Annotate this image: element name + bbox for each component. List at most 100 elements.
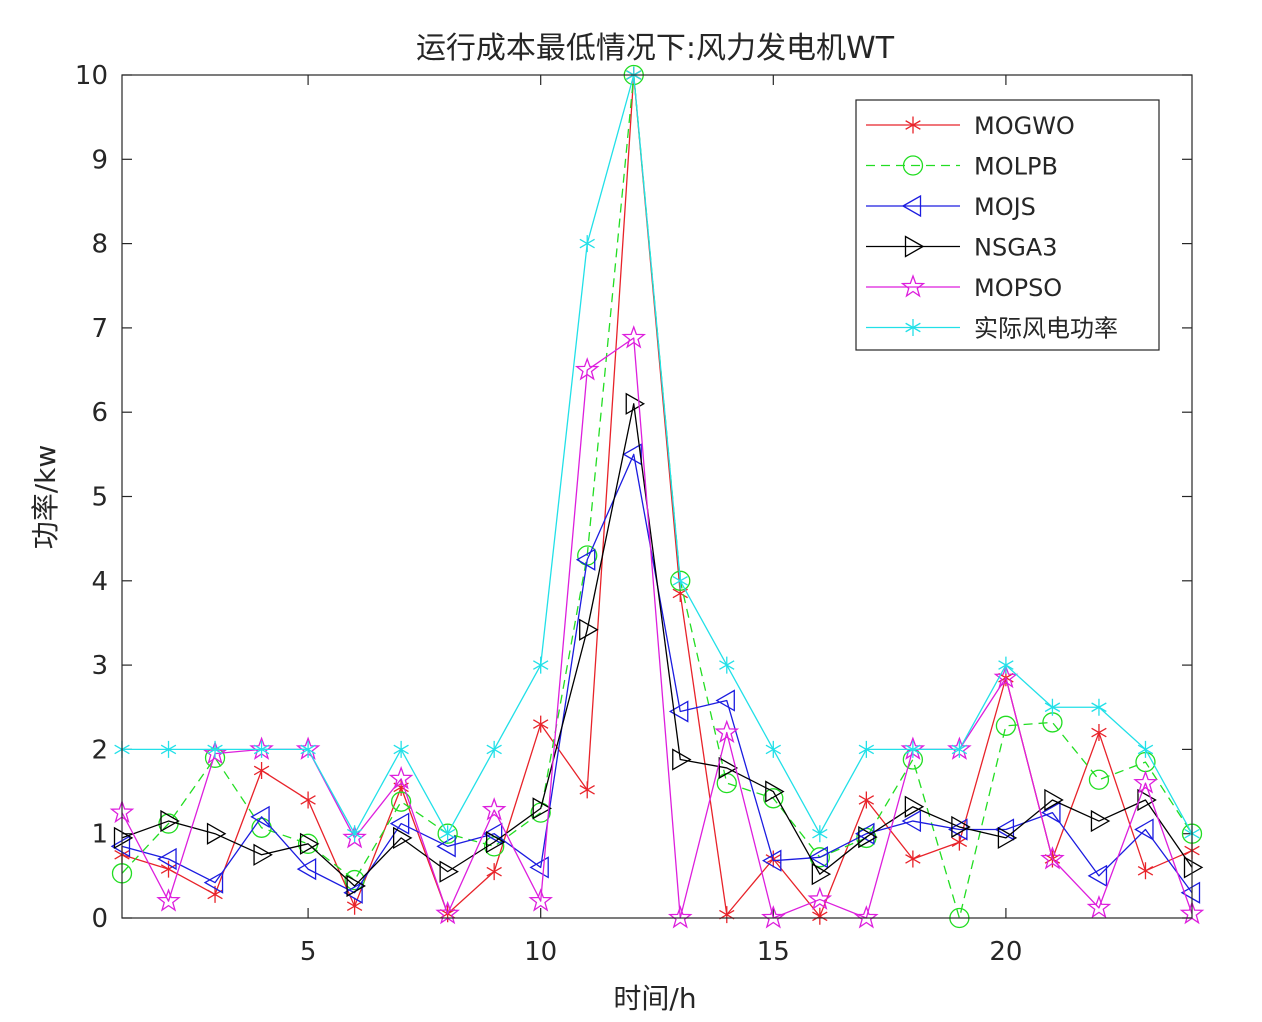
x-tick-label: 15 — [757, 937, 790, 967]
y-tick-label: 3 — [91, 651, 108, 681]
data-point — [1133, 770, 1158, 794]
data-point — [1090, 809, 1111, 833]
data-point — [160, 860, 177, 878]
y-tick-label: 1 — [91, 820, 108, 850]
data-point — [1088, 769, 1110, 790]
data-point — [439, 825, 456, 843]
data-point — [715, 689, 735, 712]
data-point — [300, 740, 316, 758]
data-point — [1044, 788, 1064, 812]
data-point — [1087, 864, 1108, 887]
chart-title: 运行成本最低情况下:风力发电机WT — [416, 31, 895, 66]
data-point — [253, 740, 270, 758]
data-point — [951, 815, 971, 839]
data-point — [250, 805, 270, 828]
data-point — [299, 832, 320, 855]
data-point — [1183, 856, 1204, 879]
data-point — [807, 886, 833, 910]
data-point — [344, 869, 365, 891]
y-tick-label: 5 — [91, 483, 108, 513]
legend: MOGWO MOLPB MOJS NSGA3 MOPSO 实际风电功率 — [855, 99, 1160, 351]
data-point — [253, 761, 270, 779]
legend-marker — [900, 274, 926, 298]
legend-marker — [905, 116, 921, 134]
legend-entry: MOJS — [866, 193, 1036, 221]
series-6 — [114, 66, 1200, 843]
data-point — [858, 825, 878, 849]
data-point — [811, 863, 832, 886]
data-point — [765, 780, 785, 803]
legend-box — [855, 99, 1160, 351]
data-point — [621, 325, 647, 349]
data-point — [998, 656, 1014, 674]
y-tick-label: 2 — [91, 735, 108, 765]
data-point — [390, 791, 412, 812]
data-point — [854, 905, 879, 929]
data-point — [995, 715, 1017, 736]
data-point — [393, 740, 409, 758]
y-tick-label: 0 — [91, 904, 108, 934]
data-point — [718, 756, 739, 780]
data-point — [481, 797, 507, 821]
data-point — [714, 719, 740, 743]
y-tick-label: 10 — [75, 61, 108, 91]
x-tick-label: 10 — [524, 937, 557, 967]
data-point — [300, 791, 316, 809]
legend-entry: MOPSO — [866, 274, 1062, 302]
legend-entry: 实际风电功率 — [866, 315, 1118, 343]
data-point — [765, 740, 781, 758]
data-point — [160, 740, 177, 758]
data-point — [202, 740, 228, 765]
data-point — [668, 700, 689, 723]
plot-border — [121, 74, 1193, 919]
data-point — [533, 656, 549, 674]
data-point — [486, 863, 502, 881]
data-point — [157, 847, 177, 871]
y-tick-label: 4 — [91, 567, 108, 597]
legend-label: NSGA3 — [974, 234, 1057, 262]
data-point — [160, 809, 180, 833]
x-tick-label: 20 — [989, 937, 1022, 967]
legend-marker — [904, 235, 925, 258]
data-point — [575, 548, 596, 571]
data-point — [113, 826, 134, 850]
legend-label: MOJS — [974, 193, 1036, 221]
data-point — [667, 905, 693, 929]
data-point — [207, 740, 223, 758]
data-point — [761, 849, 782, 872]
legend-entry: NSGA3 — [866, 234, 1057, 262]
data-point — [1091, 698, 1107, 716]
data-point — [156, 888, 181, 912]
axis-ticks: 5 10 15 20 0 1 2 3 4 5 6 7 8 9 10 — [75, 61, 1192, 967]
series-4 — [113, 392, 1204, 898]
data-point — [994, 818, 1015, 841]
data-point — [203, 871, 224, 894]
legend-marker — [901, 194, 922, 218]
x-tick-label: 5 — [300, 937, 317, 967]
data-point — [672, 748, 692, 771]
data-point — [1040, 846, 1065, 870]
series-line — [122, 74, 1193, 835]
data-point — [206, 822, 227, 845]
y-axis-label: 功率/kw — [29, 445, 62, 550]
data-point — [1044, 698, 1061, 716]
data-point — [1180, 881, 1201, 904]
legend-entry: MOLPB — [866, 153, 1058, 181]
data-point — [574, 357, 600, 381]
data-point — [905, 850, 921, 868]
data-point — [437, 823, 458, 844]
data-point — [346, 874, 366, 898]
data-point — [579, 781, 595, 799]
data-point — [858, 740, 875, 758]
data-point — [388, 765, 414, 790]
data-point — [1137, 862, 1154, 880]
data-point — [622, 443, 642, 466]
data-point — [904, 795, 925, 818]
data-point — [905, 740, 921, 758]
data-point — [997, 826, 1018, 850]
data-point — [625, 392, 646, 415]
legend-label: MOPSO — [974, 274, 1062, 302]
data-point — [1137, 788, 1157, 812]
data-point — [761, 905, 786, 929]
data-point — [951, 833, 968, 851]
